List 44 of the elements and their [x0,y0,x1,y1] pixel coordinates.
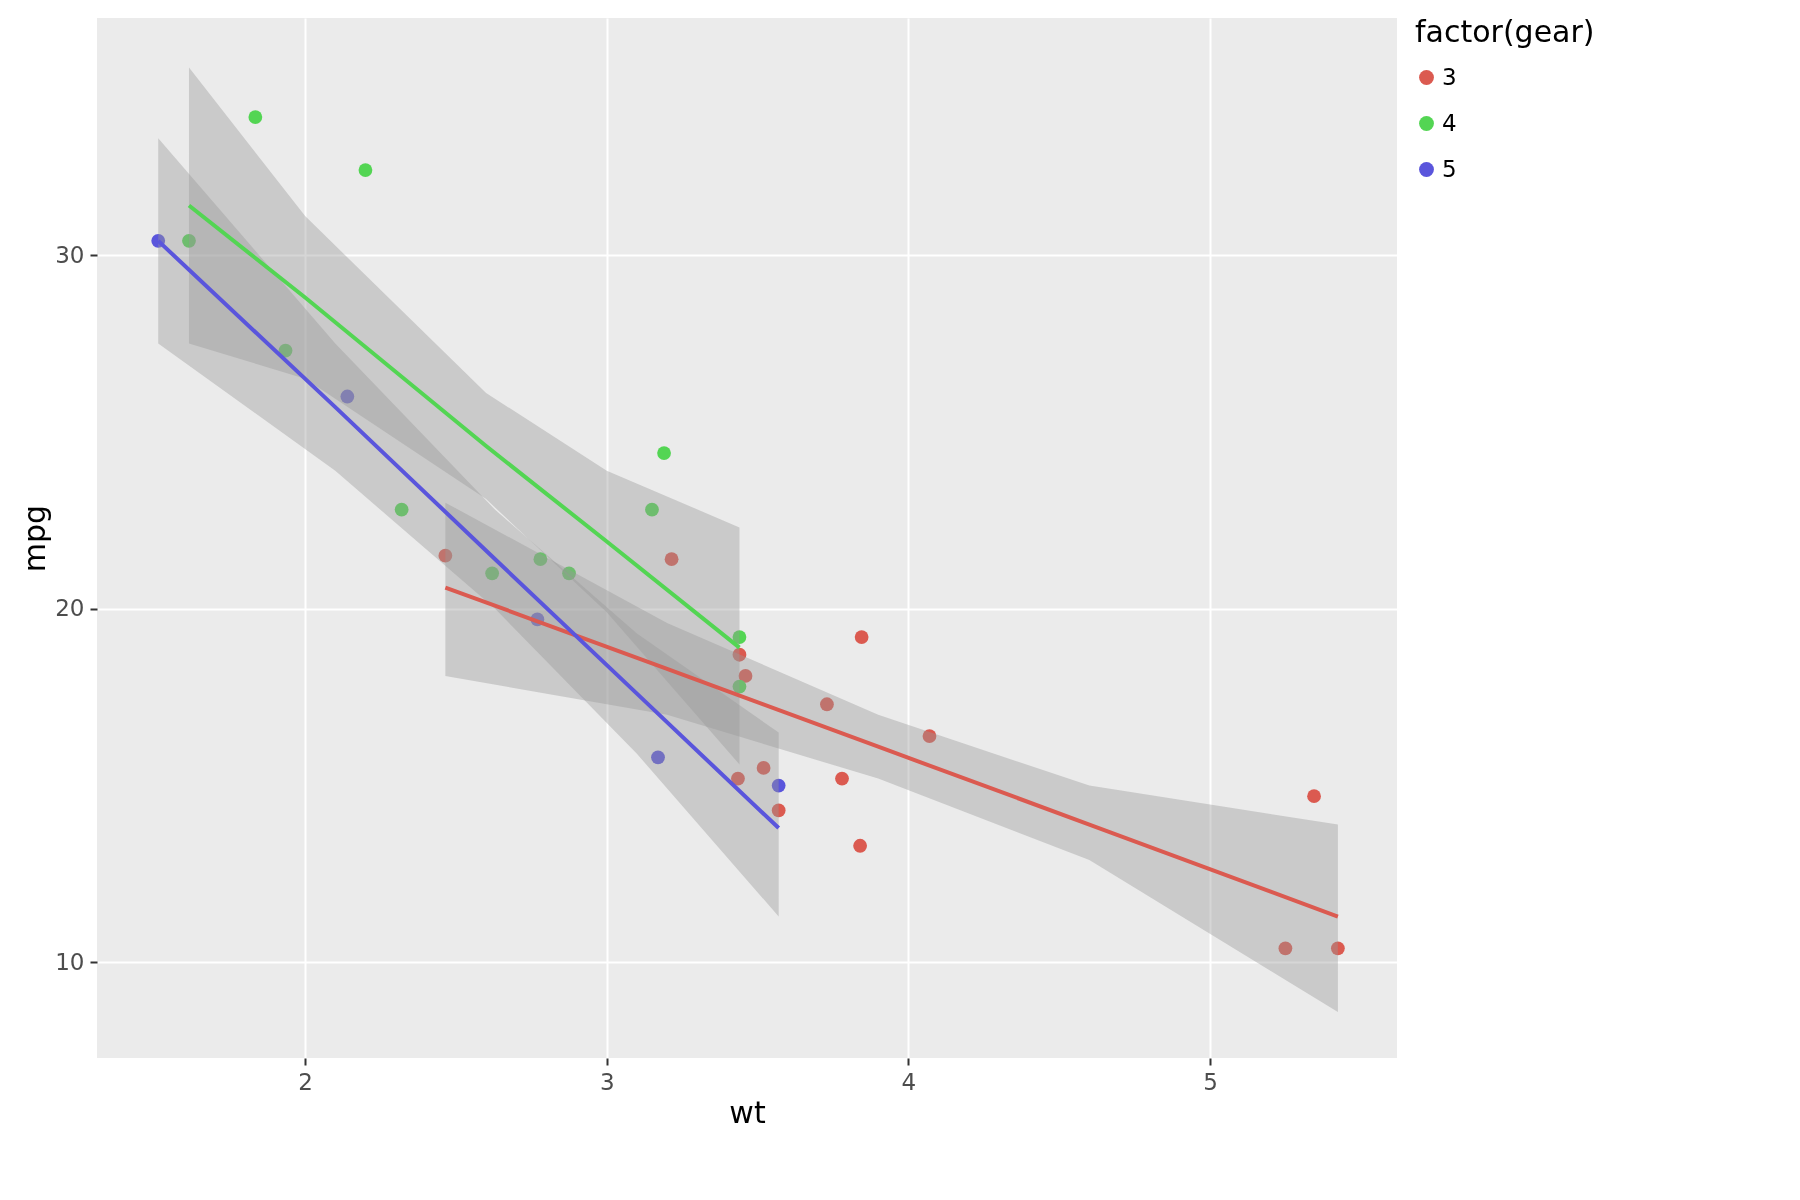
point [248,110,263,124]
x-tick-label: 4 [901,1068,917,1095]
point [340,389,355,404]
legend-label: 3 [1442,63,1457,90]
point [771,803,786,818]
y-tick-label: 10 [55,948,85,975]
point [732,679,747,694]
point [533,552,548,567]
point [651,750,665,765]
line-series [443,585,1340,919]
x-tick-label: 3 [599,1068,615,1095]
point [732,647,747,662]
point [1278,941,1293,956]
point [732,630,747,644]
point [485,566,500,581]
point [853,838,867,853]
point [278,343,293,358]
x-axis-title: wt [729,1094,766,1130]
point [756,761,771,775]
point [664,552,679,567]
legend-label: 4 [1442,109,1457,136]
y-tick-label: 20 [55,595,85,622]
point [562,566,576,581]
point [438,548,453,563]
point [922,729,937,743]
point [645,502,659,517]
point [854,630,869,644]
x-tick-label: 2 [298,1068,313,1095]
point [820,697,834,712]
point [657,446,671,460]
point [394,502,409,517]
y-tick-label: 30 [55,241,85,268]
point [1330,941,1345,956]
point [738,669,753,683]
point [731,771,745,786]
legend-label: 5 [1442,155,1457,182]
point [835,771,849,786]
legend-title: factor(gear) [1415,14,1595,49]
x-tick-label: 5 [1203,1068,1218,1095]
point [182,233,196,248]
point [771,778,786,793]
point [1307,789,1321,804]
y-axis-title: mpg [17,504,53,573]
point [358,163,373,177]
